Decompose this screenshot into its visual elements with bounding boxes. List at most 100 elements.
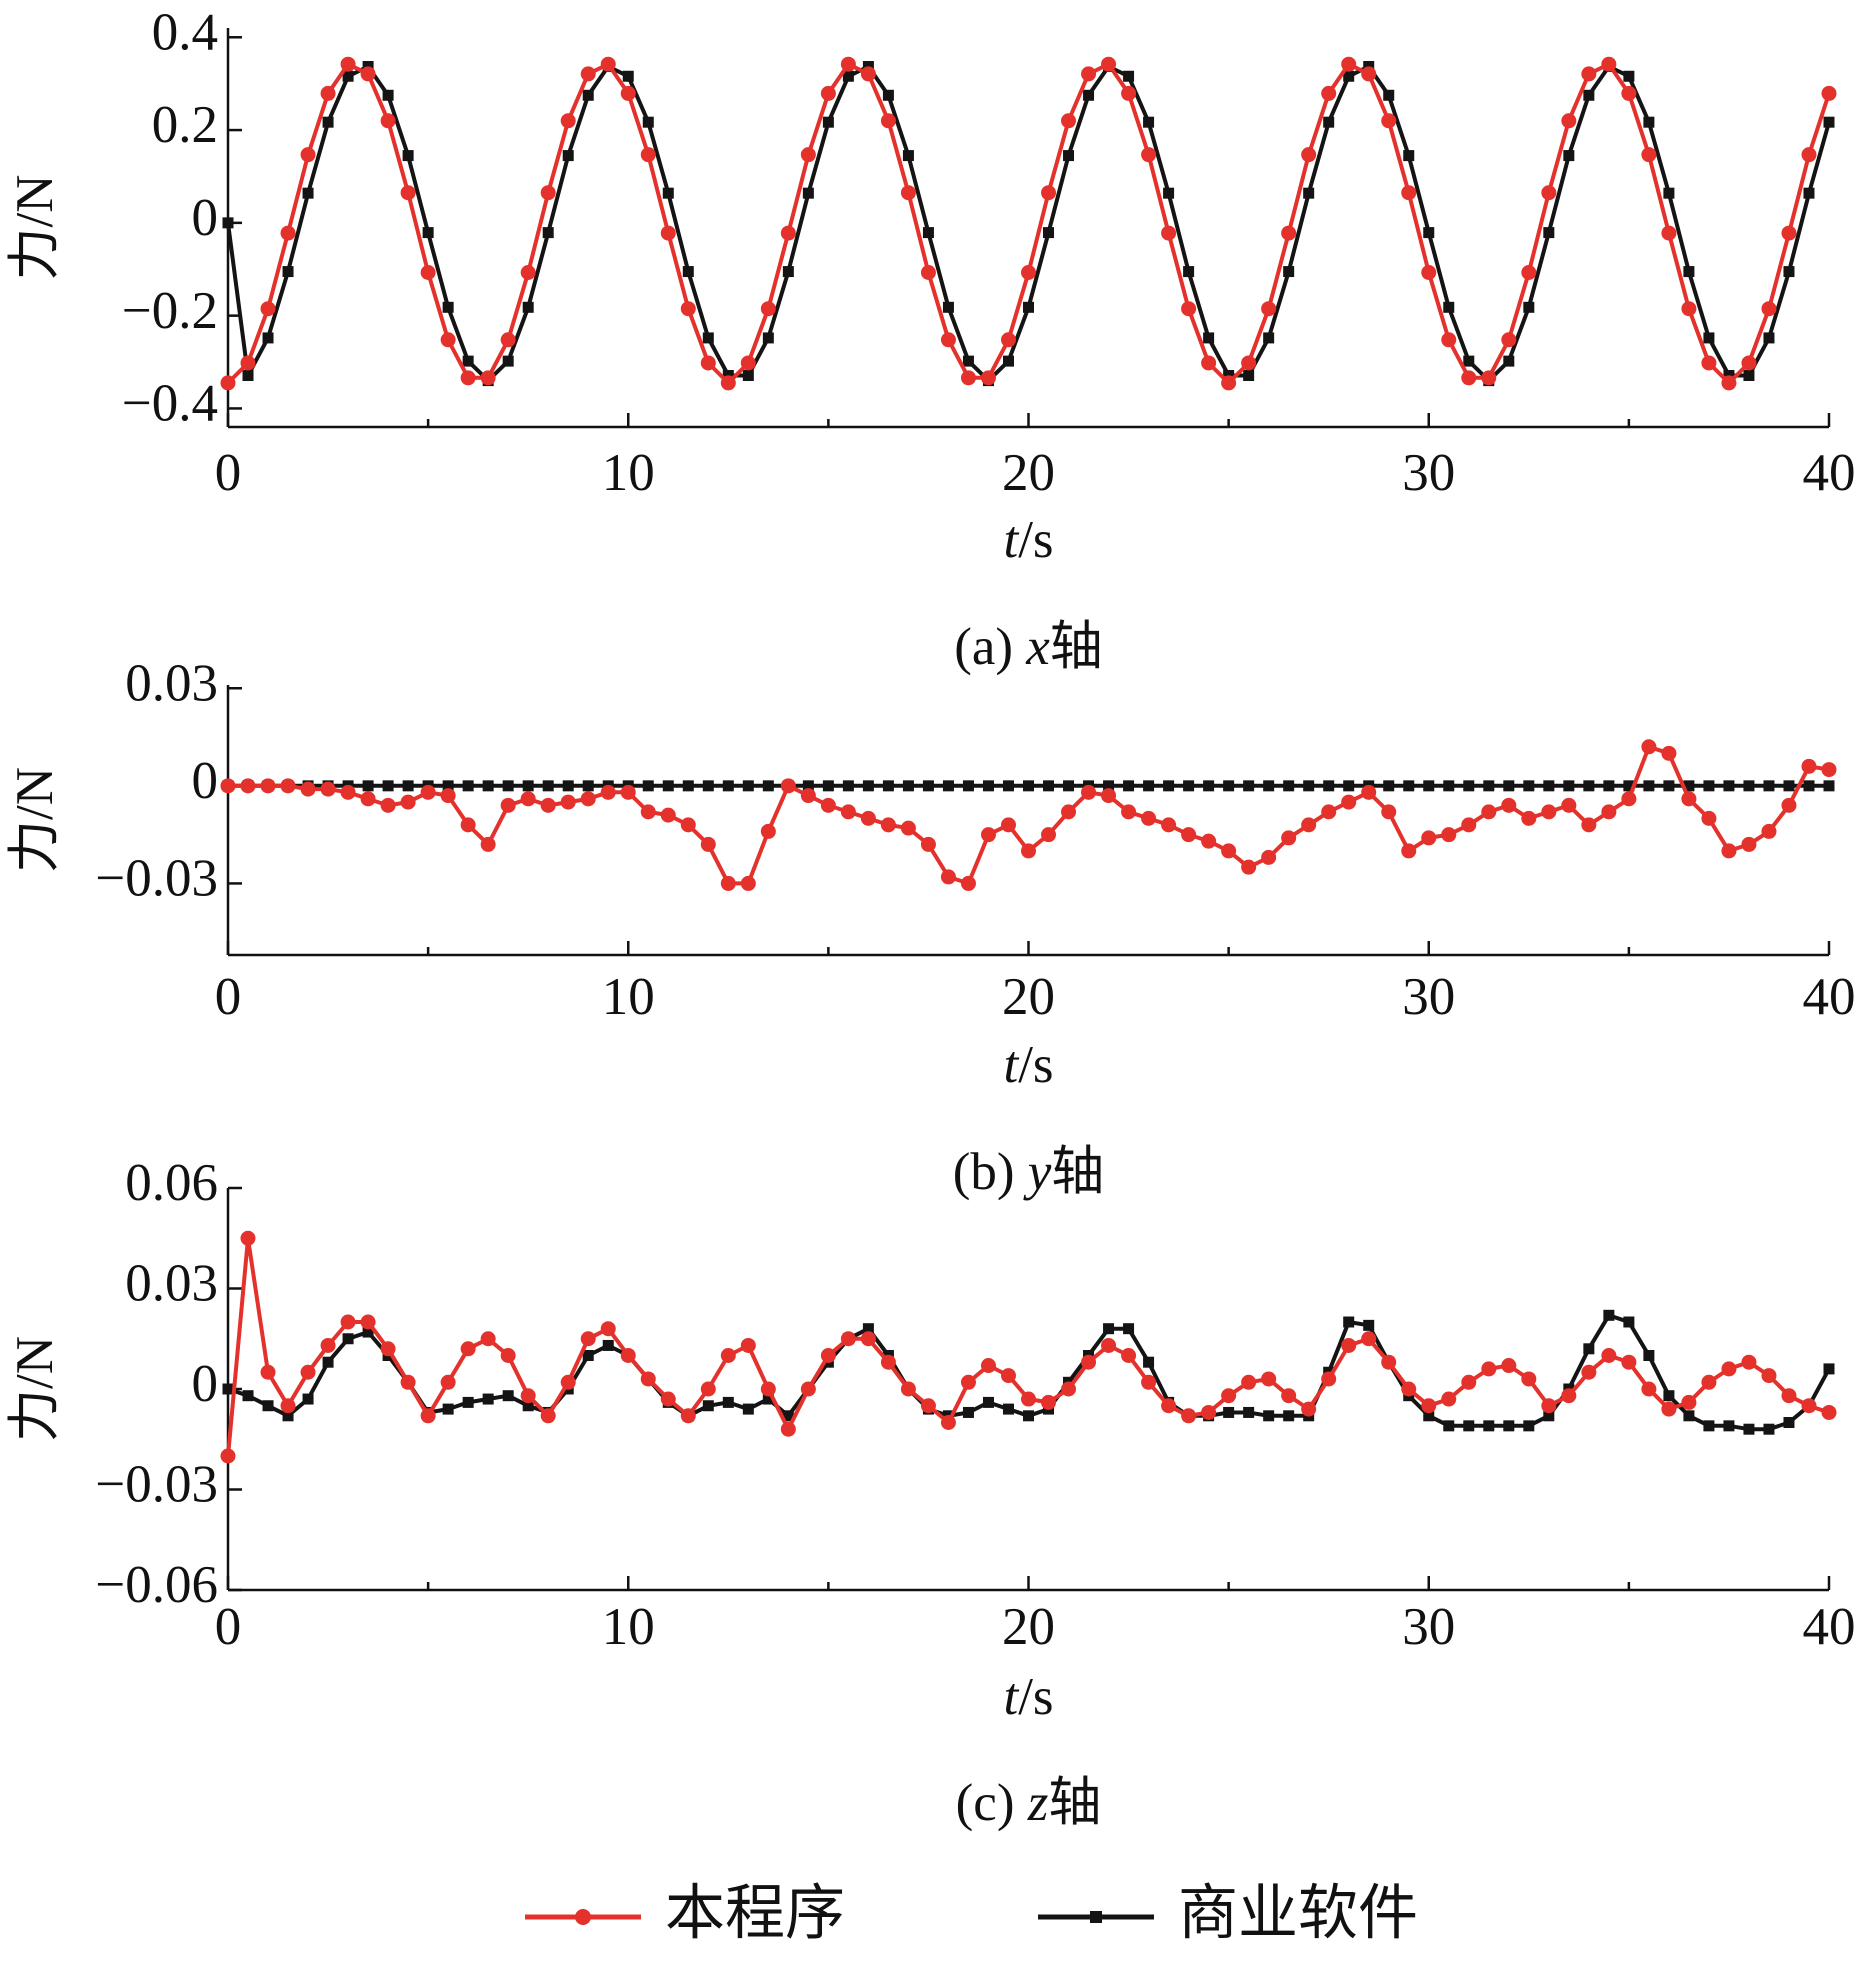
marker bbox=[742, 1403, 754, 1415]
marker bbox=[780, 225, 796, 241]
marker bbox=[1741, 836, 1757, 852]
marker bbox=[1441, 827, 1457, 843]
marker bbox=[722, 1396, 734, 1408]
marker bbox=[1703, 1420, 1715, 1432]
marker bbox=[1601, 804, 1617, 820]
marker bbox=[1623, 1316, 1635, 1328]
marker bbox=[262, 332, 274, 344]
marker bbox=[1281, 830, 1297, 846]
marker bbox=[1063, 780, 1075, 792]
marker bbox=[1303, 780, 1315, 792]
marker bbox=[1681, 791, 1697, 807]
x-tick-label: 0 bbox=[215, 444, 242, 502]
x-tick-label: 10 bbox=[602, 444, 655, 502]
marker bbox=[222, 217, 234, 229]
marker bbox=[1121, 85, 1137, 101]
marker bbox=[280, 778, 296, 794]
caption-part: 轴 bbox=[1051, 1143, 1104, 1201]
marker bbox=[1763, 780, 1775, 792]
x-axis-label-part: /s bbox=[1018, 1668, 1053, 1726]
marker bbox=[1301, 1401, 1317, 1417]
marker bbox=[1781, 225, 1797, 241]
y-tick-label: 0.4 bbox=[152, 3, 218, 61]
marker bbox=[1281, 1388, 1297, 1404]
marker bbox=[620, 784, 636, 800]
marker bbox=[582, 780, 594, 792]
marker bbox=[1441, 1391, 1457, 1407]
marker bbox=[1321, 1371, 1337, 1387]
caption: (c) z轴 bbox=[956, 1774, 1102, 1832]
marker bbox=[622, 70, 634, 82]
marker bbox=[422, 227, 434, 239]
marker bbox=[1401, 185, 1417, 201]
marker bbox=[1141, 810, 1157, 826]
marker bbox=[300, 1364, 316, 1380]
marker bbox=[1081, 66, 1097, 82]
marker bbox=[560, 113, 576, 129]
marker bbox=[1341, 56, 1357, 72]
marker bbox=[1481, 1361, 1497, 1377]
marker bbox=[740, 355, 756, 371]
marker bbox=[1683, 266, 1695, 278]
marker bbox=[522, 301, 534, 313]
marker bbox=[282, 1410, 294, 1422]
marker bbox=[1043, 780, 1055, 792]
marker bbox=[942, 780, 954, 792]
marker bbox=[1621, 1354, 1637, 1370]
marker bbox=[980, 1358, 996, 1374]
marker bbox=[1063, 150, 1075, 162]
caption: (b) y轴 bbox=[953, 1143, 1105, 1201]
marker bbox=[880, 113, 896, 129]
x-tick-label: 0 bbox=[215, 968, 242, 1026]
marker bbox=[1501, 797, 1517, 813]
x-tick-label: 20 bbox=[1002, 968, 1055, 1026]
marker bbox=[700, 1381, 716, 1397]
marker bbox=[1821, 85, 1837, 101]
marker bbox=[1781, 797, 1797, 813]
y-tick-label: −0.2 bbox=[122, 282, 218, 340]
marker bbox=[700, 355, 716, 371]
marker bbox=[802, 780, 814, 792]
marker bbox=[1761, 301, 1777, 317]
marker bbox=[260, 1364, 276, 1380]
marker bbox=[1261, 849, 1277, 865]
marker bbox=[320, 85, 336, 101]
marker bbox=[1261, 1371, 1277, 1387]
marker bbox=[1761, 823, 1777, 839]
marker bbox=[1503, 355, 1515, 367]
x-tick-label: 30 bbox=[1402, 1598, 1455, 1656]
marker bbox=[1201, 355, 1217, 371]
marker bbox=[962, 355, 974, 367]
marker bbox=[1103, 780, 1115, 792]
marker bbox=[1283, 780, 1295, 792]
marker bbox=[1341, 1337, 1357, 1353]
marker bbox=[780, 778, 796, 794]
marker bbox=[740, 1337, 756, 1353]
marker bbox=[1221, 375, 1237, 391]
marker bbox=[720, 375, 736, 391]
marker bbox=[1741, 355, 1757, 371]
marker bbox=[1002, 1403, 1014, 1415]
x-tick-label: 10 bbox=[602, 968, 655, 1026]
marker bbox=[1561, 797, 1577, 813]
marker bbox=[1543, 1410, 1555, 1422]
y-tick-label: 0.03 bbox=[125, 1255, 218, 1313]
marker bbox=[1581, 66, 1597, 82]
marker bbox=[440, 788, 456, 804]
marker bbox=[1223, 1406, 1235, 1418]
marker bbox=[562, 150, 574, 162]
marker bbox=[1663, 187, 1675, 199]
marker bbox=[1203, 332, 1215, 344]
marker bbox=[1801, 1398, 1817, 1414]
marker bbox=[300, 147, 316, 163]
marker bbox=[1141, 1374, 1157, 1390]
marker bbox=[520, 791, 536, 807]
marker bbox=[1081, 1354, 1097, 1370]
marker bbox=[1321, 85, 1337, 101]
marker bbox=[1823, 116, 1835, 128]
marker bbox=[582, 1350, 594, 1361]
marker bbox=[782, 266, 794, 278]
marker bbox=[1101, 56, 1117, 72]
marker bbox=[1143, 1356, 1155, 1368]
marker bbox=[860, 810, 876, 826]
